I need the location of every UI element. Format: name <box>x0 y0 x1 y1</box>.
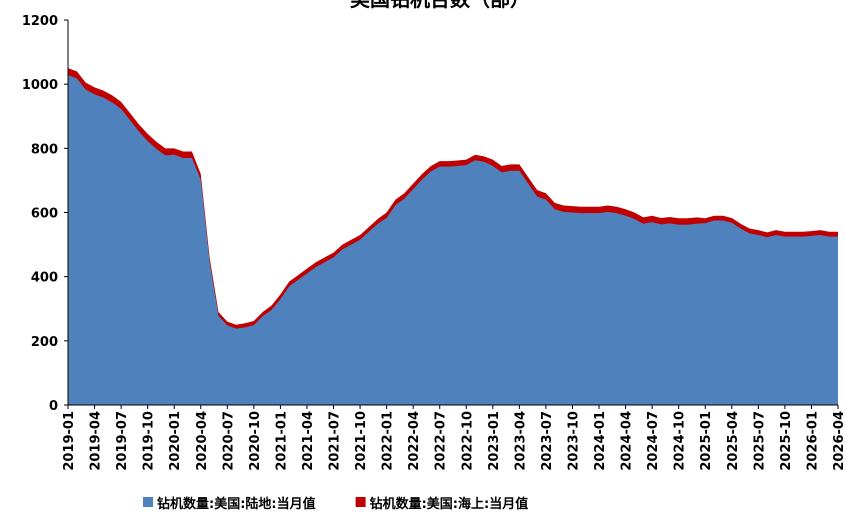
x-tick-label: 2025-07 <box>752 411 767 471</box>
x-tick-label: 2020-04 <box>195 411 210 471</box>
x-tick-label: 2023-07 <box>540 411 555 471</box>
chart-title: 美国钻机台数（部） <box>350 0 530 11</box>
x-tick-label: 2022-10 <box>460 411 475 471</box>
x-tick-label: 2022-01 <box>381 411 396 471</box>
legend-label: 钻机数量:美国:海上:当月值 <box>370 496 529 512</box>
x-tick-label: 2021-04 <box>301 411 316 471</box>
legend-label: 钻机数量:美国:陆地:当月值 <box>157 496 316 512</box>
x-tick-label: 2022-04 <box>407 411 422 471</box>
x-tick-label: 2020-01 <box>168 411 183 471</box>
x-tick-label: 2019-07 <box>115 411 130 471</box>
y-tick-label: 0 <box>49 399 58 414</box>
x-tick-label: 2025-04 <box>726 411 741 471</box>
x-tick-label: 2022-07 <box>434 411 449 471</box>
x-tick-label: 2026-04 <box>832 411 846 471</box>
x-tick-label: 2024-01 <box>593 411 608 471</box>
x-tick-label: 2024-04 <box>620 411 635 471</box>
x-tick-label: 2019-10 <box>142 411 157 471</box>
x-tick-label: 2023-01 <box>487 411 502 471</box>
y-tick-label: 400 <box>31 271 58 286</box>
x-tick-label: 2020-07 <box>221 411 236 471</box>
x-tick-label: 2023-04 <box>513 411 528 471</box>
x-tick-label: 2021-07 <box>328 411 343 471</box>
x-tick-label: 2019-04 <box>89 411 104 471</box>
y-tick-label: 1000 <box>22 78 58 93</box>
x-tick-label: 2020-10 <box>248 411 263 471</box>
x-tick-label: 2019-01 <box>62 411 77 471</box>
x-tick-label: 2024-07 <box>646 411 661 471</box>
y-tick-label: 800 <box>31 142 58 157</box>
x-tick-label: 2021-10 <box>354 411 369 471</box>
x-tick-label: 2024-10 <box>673 411 688 471</box>
area <box>68 75 838 405</box>
x-tick-label: 2021-01 <box>274 411 289 471</box>
legend-swatch <box>355 497 366 507</box>
x-tick-label: 2026-01 <box>805 411 820 471</box>
y-tick-label: 1200 <box>22 14 58 29</box>
y-tick-label: 600 <box>31 207 58 222</box>
legend-swatch <box>143 497 153 507</box>
y-tick-label: 200 <box>31 335 58 350</box>
x-tick-label: 2025-10 <box>779 411 794 471</box>
x-tick-label: 2025-01 <box>699 411 714 471</box>
x-tick-label: 2023-10 <box>566 411 581 471</box>
